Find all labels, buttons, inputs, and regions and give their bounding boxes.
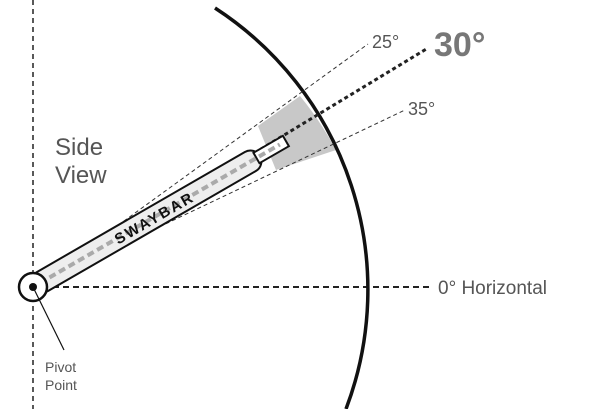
- label-35: 35°: [408, 99, 435, 119]
- view-line-2: View: [55, 162, 107, 189]
- bar-core: [38, 142, 281, 285]
- pivot-line-1: Pivot: [45, 359, 76, 375]
- label-30: 30°: [434, 26, 485, 64]
- label-25: 25°: [372, 32, 399, 52]
- angle-wedge: [258, 96, 336, 170]
- ray-25: [32, 43, 369, 288]
- bar-label: SWAYBAR: [112, 189, 198, 248]
- pivot-leader: [32, 286, 65, 351]
- pivot-line-2: Point: [45, 377, 77, 393]
- ray-35: [32, 109, 406, 288]
- swing-arc: [214, 6, 370, 409]
- view-line-1: Side: [55, 134, 103, 161]
- label-horizontal: 0° Horizontal: [438, 278, 547, 299]
